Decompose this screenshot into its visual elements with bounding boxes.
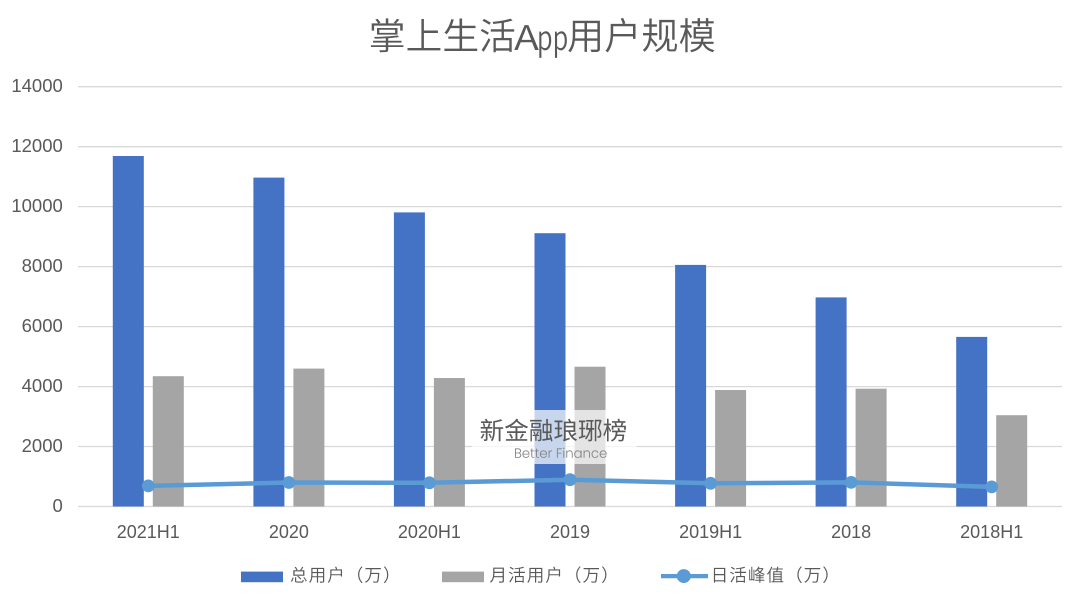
svg-text:2019H1: 2019H1	[679, 522, 742, 542]
svg-text:2000: 2000	[22, 435, 63, 456]
svg-text:2021H1: 2021H1	[117, 522, 180, 542]
svg-text:2018H1: 2018H1	[960, 522, 1023, 542]
svg-text:14000: 14000	[11, 75, 62, 96]
svg-text:10000: 10000	[11, 195, 62, 216]
svg-text:2019: 2019	[550, 522, 590, 542]
svg-text:2018: 2018	[831, 522, 871, 542]
svg-text:8000: 8000	[22, 255, 63, 276]
svg-text:4000: 4000	[22, 375, 63, 396]
svg-text:0: 0	[53, 495, 63, 516]
svg-text:6000: 6000	[22, 315, 63, 336]
svg-text:12000: 12000	[11, 135, 62, 156]
svg-text:2020: 2020	[269, 522, 309, 542]
svg-text:2020H1: 2020H1	[398, 522, 461, 542]
